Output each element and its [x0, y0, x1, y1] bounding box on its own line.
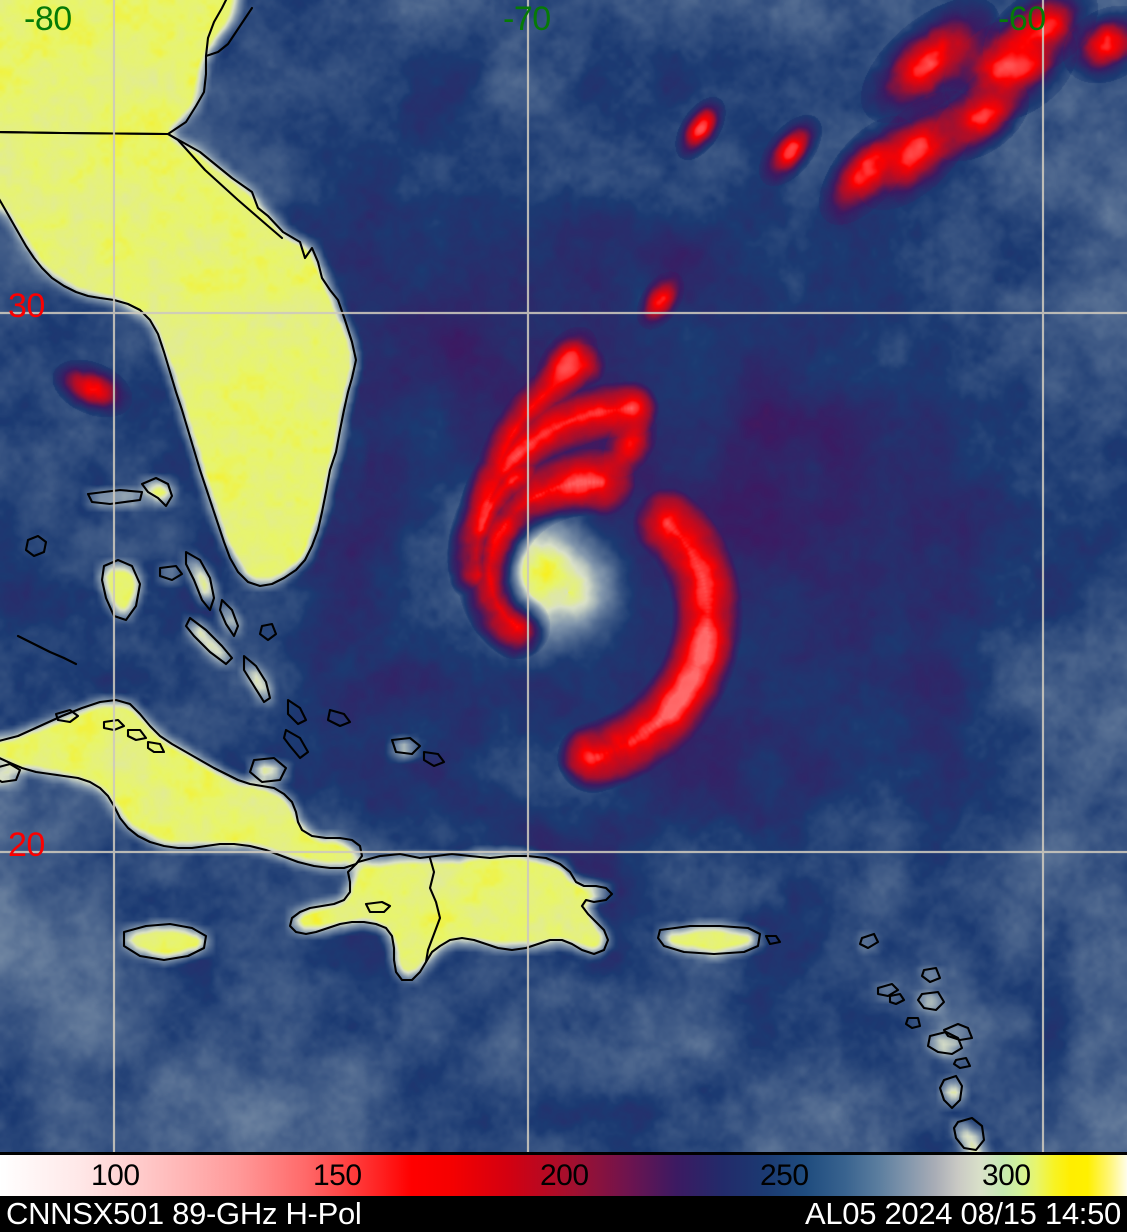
footer-bar: CNNSX501 89-GHz H-Pol AL05 2024 08/15 14…: [0, 1196, 1127, 1232]
state-boundary-line: [0, 131, 284, 240]
coastline-us-southeast: [0, 131, 358, 588]
longitude-label--70: -70: [503, 0, 551, 38]
island-martinique: [952, 1116, 986, 1152]
island-marie-galante: [952, 1056, 972, 1070]
island-new-providence: [158, 564, 184, 582]
island-st-martin: [888, 992, 906, 1006]
latitude-label-20: 20: [8, 826, 45, 864]
island-dominica: [938, 1074, 964, 1110]
latitude-label-30: 30: [8, 287, 45, 325]
island-antigua: [916, 990, 946, 1012]
colorbar-tick-150: 150: [313, 1159, 362, 1192]
colorbar-tick-100: 100: [91, 1159, 140, 1192]
island-eleuthera: [184, 550, 216, 612]
colorbar-tick-200: 200: [540, 1159, 589, 1192]
colorbar-tick-250: 250: [760, 1159, 809, 1192]
colorbar-tick-300: 300: [982, 1159, 1031, 1192]
map-overlay: [0, 0, 1127, 1152]
island-cuba-offshore-1: [54, 708, 80, 724]
island-virgin-islands: [858, 932, 880, 950]
island-exuma: [184, 616, 234, 666]
island-hispaniola: [288, 852, 614, 982]
longitude-label--80: -80: [24, 0, 72, 38]
colorbar[interactable]: 100 150 200 250 300: [0, 1152, 1127, 1196]
island-guadeloupe: [926, 1030, 964, 1056]
island-barbuda: [920, 966, 942, 984]
island-cuba-offshore-2: [102, 718, 126, 732]
coastline-us-ne-detail: [204, 6, 254, 58]
island-mayaguana: [326, 708, 352, 728]
island-vieques: [764, 934, 782, 946]
island-cuba: [0, 698, 364, 870]
island-crooked: [286, 698, 308, 726]
island-cuba-offshore-4: [146, 740, 166, 754]
island-turks-caicos: [390, 736, 422, 756]
coastline-layer: [0, 0, 986, 1152]
island-cuba-offshore-3: [126, 728, 148, 742]
florida-keys: [16, 634, 78, 666]
coastline-us-northeast: [166, 0, 228, 136]
island-grand-bahama: [86, 488, 144, 506]
island-turks-caicos-2: [422, 750, 446, 768]
storm-timestamp-label: AL05 2024 08/15 14:50: [804, 1196, 1121, 1231]
island-abaco: [140, 476, 174, 508]
island-gonave: [364, 900, 392, 914]
island-isla-juventud: [0, 762, 22, 784]
microwave-brightness-temperature-raster: [0, 0, 1127, 1152]
island-montserrat: [904, 1016, 922, 1030]
island-long: [242, 654, 272, 704]
island-inagua: [248, 756, 288, 784]
island-andros: [100, 558, 142, 622]
island-acklins: [282, 728, 310, 760]
island-anguilla: [876, 982, 900, 998]
island-puerto-rico: [656, 924, 762, 956]
colorbar-gradient: [0, 1155, 1127, 1196]
island-cat: [218, 598, 240, 638]
island-guadeloupe-east: [942, 1022, 974, 1042]
boundary-haiti-dominican: [424, 856, 442, 964]
graticule-layer: [0, 0, 1127, 1152]
map-area[interactable]: -80 -70 -60 30 20: [0, 0, 1127, 1152]
longitude-label--60: -60: [998, 0, 1046, 38]
sensor-product-label: CNNSX501 89-GHz H-Pol: [6, 1196, 362, 1231]
island-san-salvador: [258, 622, 278, 642]
lake-okeechobee: [24, 534, 48, 558]
island-jamaica: [122, 922, 208, 962]
